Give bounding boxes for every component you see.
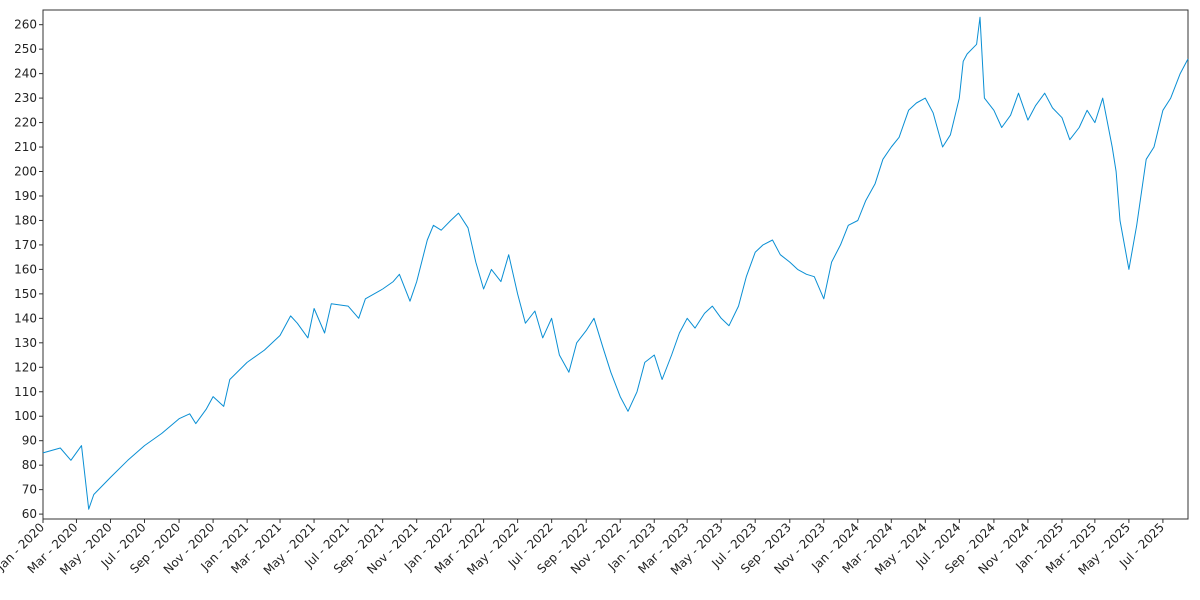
price-series-line — [42, 16, 1189, 510]
y-tick-label: 170 — [14, 238, 37, 252]
y-tick-label: 130 — [14, 336, 37, 350]
y-tick-label: 60 — [22, 507, 37, 521]
y-tick-label: 180 — [14, 213, 37, 227]
y-tick-label: 110 — [14, 385, 37, 399]
y-tick-label: 70 — [22, 483, 37, 497]
y-tick-label: 80 — [22, 458, 37, 472]
y-tick-label: 150 — [14, 287, 37, 301]
y-tick-label: 160 — [14, 262, 37, 276]
y-tick-label: 90 — [22, 434, 37, 448]
y-tick-label: 140 — [14, 311, 37, 325]
y-tick-label: 200 — [14, 165, 37, 179]
y-tick-label: 210 — [14, 140, 37, 154]
y-tick-label: 230 — [14, 91, 37, 105]
y-tick-label: 120 — [14, 360, 37, 374]
y-tick-label: 220 — [14, 116, 37, 130]
y-tick-label: 250 — [14, 42, 37, 56]
y-tick-label: 260 — [14, 18, 37, 32]
y-tick-label: 190 — [14, 189, 37, 203]
y-axis: 60 70 80 90 100 110 120 130 140 150 160 170 180 190 20… — [14, 18, 43, 521]
y-tick-label: 100 — [14, 409, 37, 423]
plot-area-frame — [42, 9, 1189, 520]
y-tick-label: 240 — [14, 67, 37, 81]
